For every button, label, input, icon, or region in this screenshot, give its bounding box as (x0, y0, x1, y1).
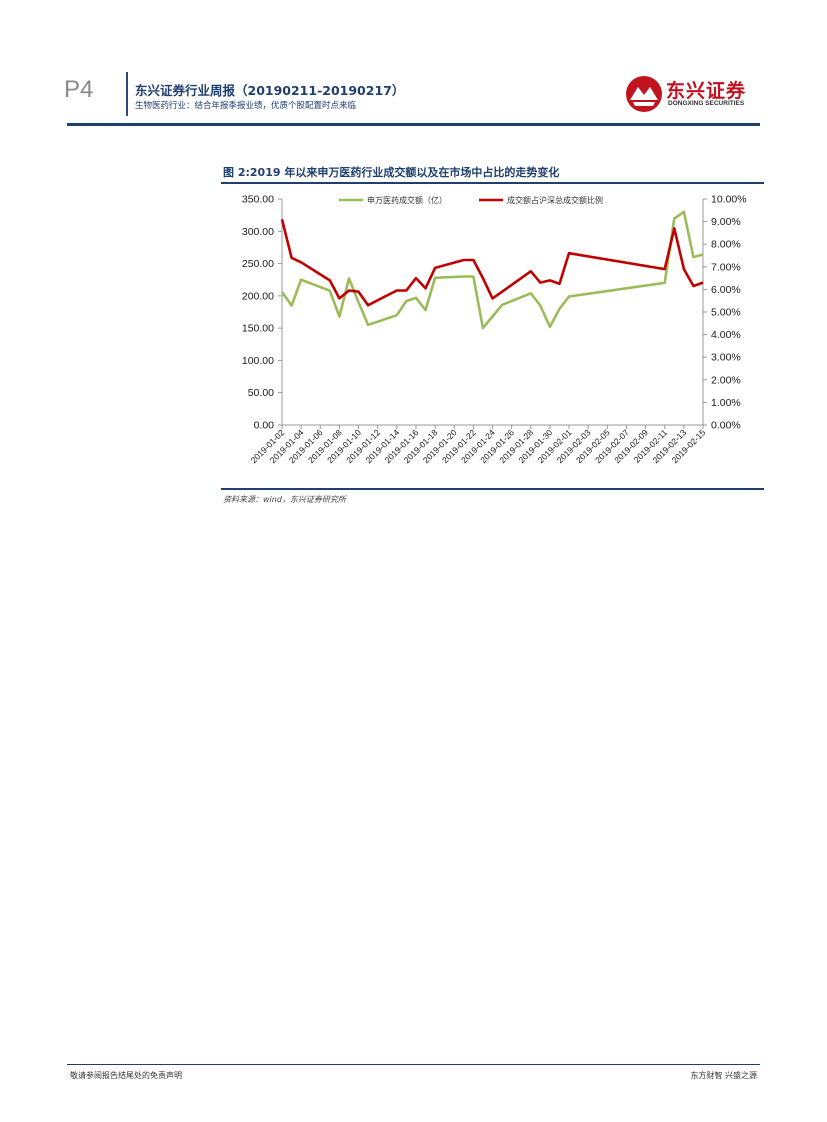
y-left-tick-label: 250.00 (242, 258, 274, 270)
page-number: P4 (64, 76, 94, 103)
y-right-tick-label: 7.00% (711, 261, 741, 273)
y-right-tick-label: 0.00% (711, 420, 741, 432)
y-left-tick-label: 0.00 (254, 420, 275, 432)
header-rule (67, 123, 760, 126)
y-left-tick-label: 200.00 (242, 290, 274, 302)
y-right-tick-label: 3.00% (711, 352, 741, 364)
series-line-turnover (280, 210, 704, 330)
logo-text: 东兴证券 (666, 80, 747, 102)
footer-disclaimer: 敬请参阅报告结尾处的免责声明 (70, 1071, 182, 1080)
y-right-tick-label: 2.00% (711, 374, 741, 386)
footer-slogan: 东方财智 兴盛之源 (690, 1071, 757, 1080)
y-right-tick-label: 4.00% (711, 329, 741, 341)
footer-rule (67, 1064, 760, 1065)
company-logo: 东兴证券 DONGXING SECURITIES (625, 74, 765, 114)
y-left-tick-label: 300.00 (242, 226, 274, 238)
figure-top-rule (221, 182, 764, 184)
figure-title: 图 2:2019 年以来申万医药行业成交额以及在市场中占比的走势变化 (223, 166, 560, 179)
y-right-tick-label: 6.00% (711, 284, 741, 296)
y-left-tick-label: 350.00 (242, 194, 274, 206)
y-right-tick-label: 8.00% (711, 239, 741, 251)
figure-source: 资料来源：wind，东兴证券研究所 (223, 495, 346, 504)
y-right-tick-label: 1.00% (711, 397, 741, 409)
report-title: 东兴证券行业周报（20190211-20190217） (135, 83, 405, 98)
y-left-tick-label: 150.00 (242, 323, 274, 335)
logo-mark-icon (626, 76, 662, 112)
y-left-tick-label: 100.00 (242, 355, 274, 367)
figure-bottom-rule (221, 488, 764, 490)
legend-label-turnover: 申万医药成交额（亿） (367, 195, 447, 205)
y-right-tick-label: 5.00% (711, 307, 741, 319)
logo-subtext: DONGXING SECURITIES (668, 100, 745, 107)
legend-label-share: 成交额占沪深总成交额比例 (507, 195, 603, 205)
y-left-tick-label: 50.00 (248, 387, 274, 399)
header-divider (126, 72, 128, 116)
y-right-tick-label: 9.00% (711, 216, 741, 228)
report-subtitle: 生物医药行业：结合年报季报业绩，优质个股配置时点来临 (135, 101, 357, 111)
chart: 0.00 50.00 100.00 150.00 200.00 250.00 300.00 3… (242, 194, 747, 466)
y-right-tick-label: 10.00% (711, 194, 747, 206)
series-line-share (280, 218, 704, 307)
